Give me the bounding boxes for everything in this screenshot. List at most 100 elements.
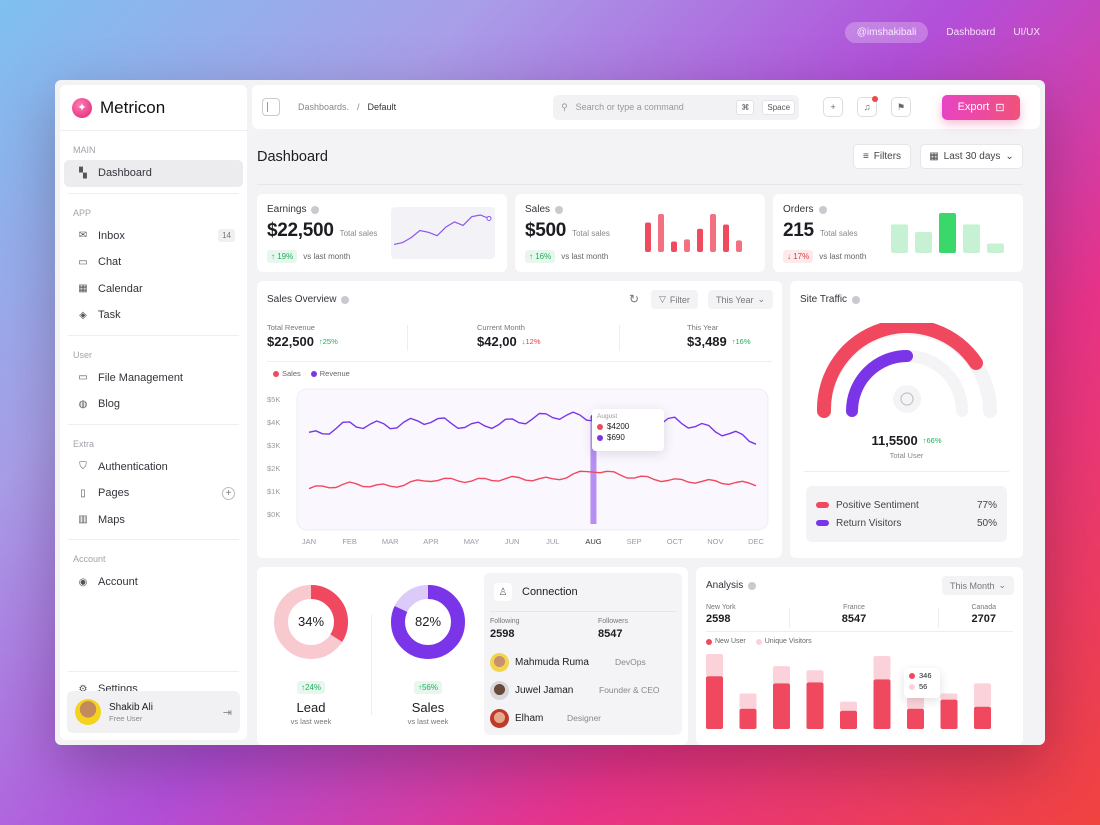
- analysis-card: Analysis This Month ⌄ New York 2598 Franc…: [696, 567, 1023, 745]
- orders-value-row: 215 Total sales: [783, 220, 858, 242]
- orders-vs: vs last month: [819, 252, 867, 261]
- search-input[interactable]: ⚲ Search or type a command ⌘ Space: [553, 94, 800, 120]
- user-name: Shakib Ali: [109, 701, 153, 713]
- analysis-bar-chart[interactable]: [706, 651, 1016, 731]
- analysis-period-select[interactable]: This Month ⌄: [942, 576, 1015, 595]
- list-item[interactable]: Elham Designer: [490, 704, 676, 732]
- bell-icon[interactable]: ♫: [857, 96, 879, 117]
- analysis-legend: New User Unique Visitors: [706, 638, 812, 645]
- sales-overview-chart[interactable]: $5K $4K $3K $2K $1K $0K JAN FEB MAR APR MAY JUN JUL A…: [257, 381, 782, 551]
- tooltip-sales: $4200: [607, 422, 630, 431]
- globe-icon: [900, 392, 914, 406]
- avatar: [490, 708, 509, 728]
- unique-visitors-bar: [806, 670, 824, 683]
- person-role: DevOps: [615, 657, 646, 667]
- sales-title-text: Sales: [525, 204, 551, 215]
- avatar: [75, 699, 101, 725]
- divider: [804, 471, 1009, 472]
- legend-dot: [273, 370, 279, 377]
- divider: [68, 671, 239, 672]
- y-tick-label: $4K: [267, 418, 280, 427]
- info-icon[interactable]: [311, 205, 320, 214]
- x-tick-label: FEB: [342, 537, 357, 546]
- gauge-return-visitors: [846, 350, 913, 417]
- earnings-sub: Total sales: [339, 229, 378, 238]
- site-traffic-card: Site Traffic 11,5500 ↑66% Total User Pos…: [790, 281, 1023, 558]
- sparkline-line: [393, 214, 490, 245]
- sidebar-item-label: Maps: [98, 513, 125, 526]
- orders-bar: [987, 243, 1004, 253]
- orders-title: Orders: [783, 204, 827, 215]
- search-placeholder: Search or type a command: [575, 102, 684, 112]
- orders-change: ↓ 17%: [783, 250, 814, 263]
- list-item[interactable]: Mahmuda Ruma DevOps: [490, 648, 676, 676]
- info-icon[interactable]: [341, 295, 350, 304]
- kpi-current-month: Current Month $42,00 ↓12%: [477, 323, 541, 349]
- filters-icon: ≡: [862, 151, 869, 162]
- sidebar-item-maps[interactable]: ▥ Maps: [64, 507, 243, 534]
- kpi-total-revenue: Total Revenue $22,500 ↑25%: [267, 323, 338, 349]
- date-range-select[interactable]: ▦ Last 30 days ⌄: [920, 144, 1023, 169]
- people-list: Mahmuda Ruma DevOps Juwel Jaman Founder …: [484, 640, 682, 732]
- filter-button[interactable]: ▽ Filter: [651, 290, 698, 309]
- earnings-value: $22,500: [267, 220, 334, 241]
- chart-legend: Sales Revenue: [273, 369, 350, 378]
- info-icon[interactable]: [818, 205, 827, 214]
- hover-highlight-bar: [590, 417, 597, 524]
- user-card[interactable]: Shakib Ali Free User ⇥: [67, 691, 240, 733]
- shield-icon: ⛉: [79, 461, 87, 473]
- unique-visitors-bar: [840, 701, 857, 711]
- sidebar-item-calendar[interactable]: ▦ Calendar: [64, 276, 243, 303]
- sidebar-item-account[interactable]: ◉ Account: [64, 569, 243, 596]
- brand-name: Metricon: [100, 97, 166, 117]
- export-button[interactable]: Export ⊡: [942, 94, 1021, 120]
- top-navigation: @imshakibali Dashboard UI/UX: [844, 22, 1040, 43]
- sidebar-item-file-management[interactable]: ▭ File Management: [64, 365, 243, 392]
- brand[interactable]: ✦ Metricon: [60, 85, 247, 131]
- section-extra: Extra: [73, 438, 95, 449]
- info-icon[interactable]: [555, 205, 564, 214]
- traffic-row-value: 50%: [976, 517, 997, 529]
- legend-dot: [310, 370, 317, 377]
- sidebar-item-blog[interactable]: ◍ Blog: [64, 391, 243, 418]
- sidebar-item-task[interactable]: ◈ Task: [64, 302, 243, 329]
- divider: [267, 361, 772, 362]
- period-select[interactable]: This Year ⌄: [708, 290, 774, 309]
- logout-icon[interactable]: ⇥: [222, 706, 232, 719]
- sidebar-item-label: Blog: [98, 398, 121, 411]
- sidebar-item-dashboard[interactable]: ▚ Dashboard: [64, 160, 243, 187]
- sidebar-item-authentication[interactable]: ⛉ Authentication: [64, 454, 243, 481]
- section-main: MAIN: [73, 145, 96, 155]
- region-canada: Canada 2707: [966, 604, 996, 625]
- region-name: France: [843, 604, 865, 611]
- flag-icon[interactable]: ⚑: [891, 97, 912, 117]
- filters-button[interactable]: ≡ Filters: [853, 144, 911, 169]
- traffic-row-label: Positive Sentiment: [836, 499, 919, 511]
- info-icon[interactable]: [748, 581, 757, 590]
- sidebar: ✦ Metricon MAIN ▚ Dashboard APP ✉ Inbox …: [60, 85, 247, 740]
- traffic-breakdown: Positive Sentiment 77% Return Visitors 5…: [806, 486, 1007, 542]
- info-icon[interactable]: [852, 295, 861, 304]
- refresh-icon[interactable]: ↻: [629, 292, 640, 306]
- y-tick-label: $5K: [267, 395, 280, 404]
- breadcrumb-parent[interactable]: Dashboards.: [298, 102, 350, 112]
- new-user-bar: [940, 699, 958, 729]
- new-user-bar: [974, 706, 991, 729]
- y-tick-label: $1K: [267, 487, 280, 496]
- lead-summary: ↑24% Lead vs last week: [272, 677, 350, 726]
- add-icon[interactable]: +: [823, 97, 844, 117]
- topnav-dashboard-link[interactable]: Dashboard: [946, 27, 996, 38]
- handle-pill[interactable]: @imshakibali: [844, 22, 929, 43]
- list-item[interactable]: Juwel Jaman Founder & CEO: [490, 676, 676, 704]
- plot-area: [296, 388, 769, 531]
- legend-label: Unique Visitors: [764, 638, 812, 645]
- add-page-icon[interactable]: +: [222, 486, 235, 500]
- sidebar-item-pages[interactable]: ▯ Pages +: [64, 480, 243, 507]
- topnav-uiux-link[interactable]: UI/UX: [1013, 27, 1040, 38]
- sidebar-toggle-icon[interactable]: [262, 98, 280, 116]
- sidebar-item-chat[interactable]: ▭ Chat: [64, 249, 243, 276]
- x-tick-label: MAY: [464, 537, 480, 546]
- sales-change: ↑56%: [413, 681, 442, 694]
- sidebar-item-inbox[interactable]: ✉ Inbox 14: [64, 223, 243, 250]
- traffic-total: 11,5500: [871, 433, 918, 448]
